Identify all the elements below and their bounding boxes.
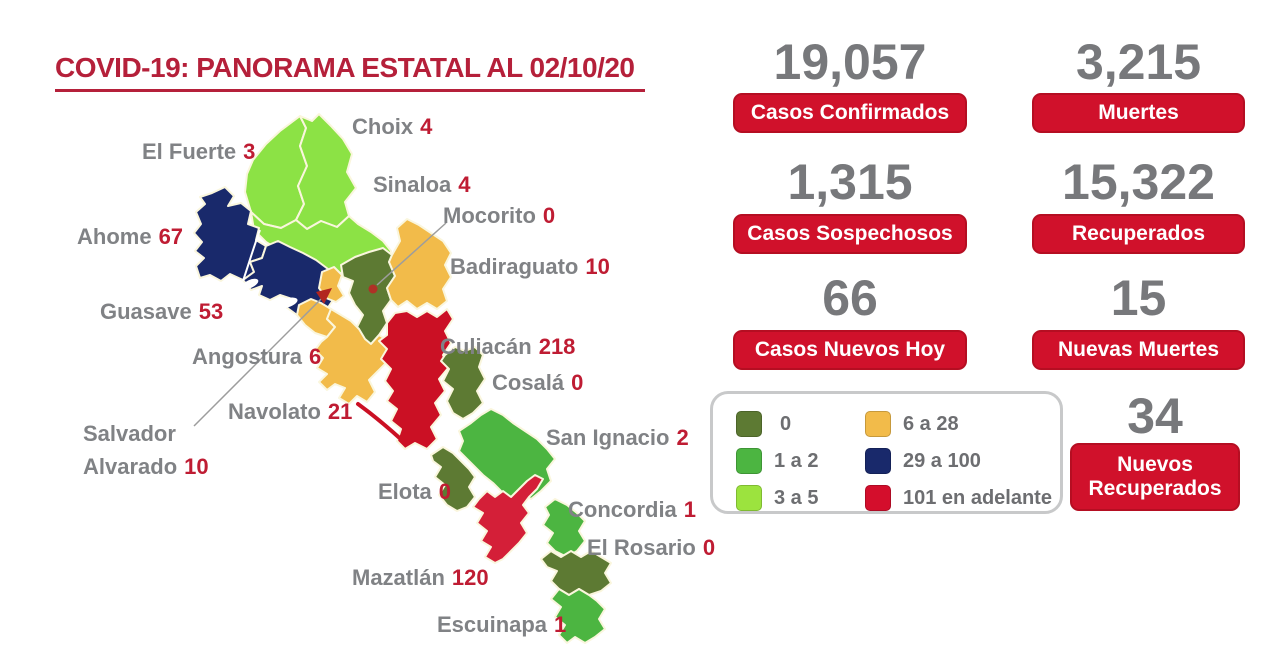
label-concordia: Concordia 1 [568,497,697,522]
stat-value-nuevos-recuperados: 34 [1127,388,1183,444]
sinaloa-choropleth-map [193,113,612,644]
label-el-fuerte: El Fuerte 3 [142,139,256,164]
stat-value-casos-sospechosos: 1,315 [787,154,913,210]
region-concordia [542,498,586,558]
label-mocorito: Mocorito 0 [443,203,556,228]
label-cosala: Cosalá 0 [492,370,584,395]
region-san-ignacio [458,408,556,500]
stat-box-recuperados: Recuperados [1032,214,1245,254]
legend-label-101: 101 en adelante [903,487,1052,509]
stat-box-casos-confirmados: Casos Confirmados [733,93,967,133]
ahome-guasave-border [242,229,261,282]
label-escuinapa: Escuinapa 1 [437,612,567,637]
label-elota: Elota 0 [378,479,452,504]
legend-swatch-29a100 [865,448,891,474]
region-escuinapa [550,588,606,644]
legend-swatch-3a5 [736,485,762,511]
region-mazatlan [472,474,544,564]
legend-label-3a5: 3 a 5 [774,487,819,509]
region-el-fuerte [244,115,308,229]
stat-box-casos-sospechosos: Casos Sospechosos [733,214,967,254]
region-cosala [440,346,486,420]
salvador-alvarado-pointer-line [193,294,326,427]
region-navolato [314,308,392,405]
label-badiraguato: Badiraguato 10 [450,254,610,279]
culiacan-coastal-strip [356,402,406,444]
legend-label-0: 0 [780,413,792,435]
label-culiacan: Culiacán 218 [440,334,576,359]
legend-swatch-6a28 [865,411,891,437]
region-badiraguato [386,218,452,310]
map-legend: 0 1 a 2 3 a 5 6 a 28 29 a 100 101 en ade… [710,391,1063,514]
stat-value-casos-confirmados: 19,057 [773,34,927,90]
mocorito-pointer-line [376,222,447,286]
label-angostura: Angostura 6 [192,344,322,369]
legend-swatch-1a2 [736,448,762,474]
region-choix [295,113,357,230]
legend-label-1a2: 1 a 2 [774,450,819,472]
region-el-rosario [540,550,612,596]
label-guasave: Guasave 53 [100,299,224,324]
label-choix: Choix 4 [352,114,433,139]
mocorito-dot-marker [368,284,378,294]
legend-label-29a100: 29 a 100 [903,450,981,472]
stat-value-casos-nuevos-hoy: 66 [822,270,878,326]
label-salvador-alvarado: Salvador Alvarado 10 [83,421,209,479]
stat-box-nuevas-muertes: Nuevas Muertes [1032,330,1245,370]
stat-value-muertes: 3,215 [1075,34,1202,90]
stat-box-nuevos-recuperados: Nuevos Recuperados [1070,443,1240,511]
stat-value-nuevas-muertes: 15 [1110,270,1167,326]
coastal-lagoon [276,297,298,309]
coastal-lagoon [241,278,259,290]
legend-swatch-101 [865,485,891,511]
label-sinaloa: Sinaloa 4 [373,172,471,197]
region-elota [430,446,476,512]
region-culiacan [378,308,454,450]
label-mazatlan: Mazatlán 120 [352,565,489,590]
region-ahome [193,186,267,282]
salvador-alvarado-arrow-marker [316,288,332,304]
stat-value-recuperados: 15,322 [1062,154,1215,210]
page-title: COVID-19: PANORAMA ESTATAL AL 02/10/20 [55,52,645,92]
legend-swatch-0 [736,411,762,437]
label-navolato: Navolato 21 [228,399,353,424]
label-el-rosario: El Rosario 0 [587,535,716,560]
legend-label-6a28: 6 a 28 [903,413,959,435]
stat-box-muertes: Muertes [1032,93,1245,133]
stat-box-casos-nuevos-hoy: Casos Nuevos Hoy [733,330,967,370]
label-ahome: Ahome 67 [77,224,184,249]
label-san-ignacio: San Ignacio 2 [546,425,689,450]
